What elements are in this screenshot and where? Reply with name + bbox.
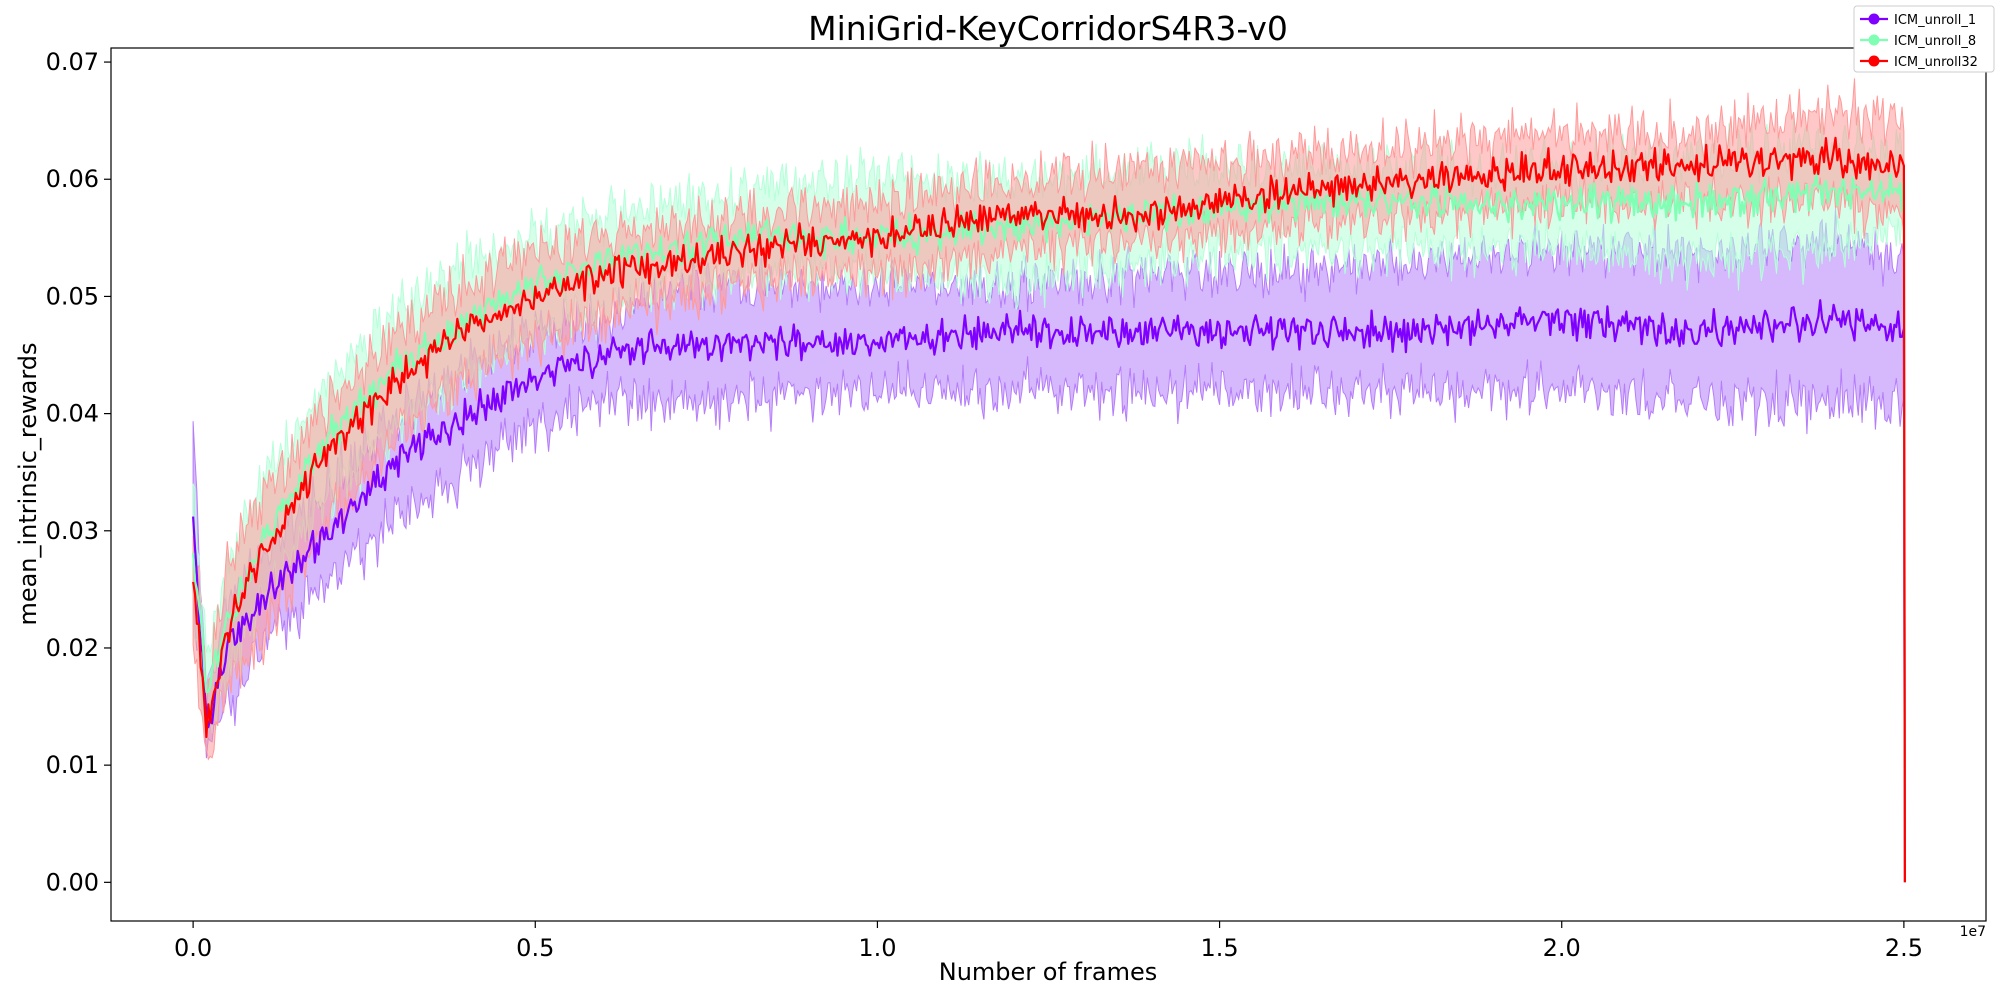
- legend-label: ICM_unroll_1: [1894, 13, 1976, 28]
- legend-entry-ICM_unroll32[interactable]: ICM_unroll32: [1860, 55, 1978, 70]
- legend-label: ICM_unroll32: [1894, 55, 1978, 70]
- x-tick-label: 0.0: [174, 934, 212, 962]
- legend-marker: [1868, 13, 1880, 25]
- x-axis-ticks: 0.0 0.5 1.0 1.5 2.0 2.5: [174, 921, 1923, 962]
- y-tick-label: 0.01: [46, 751, 99, 779]
- y-axis-ticks: 0.00 0.01 0.02 0.03 0.04 0.05 0.06 0.07: [46, 48, 111, 896]
- legend-marker: [1868, 55, 1880, 67]
- x-tick-label: 2.0: [1543, 934, 1581, 962]
- x-axis-offset-label: 1e7: [1960, 924, 1986, 940]
- x-tick-label: 0.5: [516, 934, 554, 962]
- x-tick-label: 1.5: [1200, 934, 1238, 962]
- y-tick-label: 0.03: [46, 517, 99, 545]
- chart-title: MiniGrid-KeyCorridorS4R3-v0: [808, 9, 1288, 48]
- plot-area: [110, 47, 1987, 922]
- legend-marker: [1868, 34, 1880, 46]
- y-tick-label: 0.04: [46, 400, 99, 428]
- legend-label: ICM_unroll_8: [1894, 34, 1976, 49]
- line-ICM_unroll32: [192, 136, 1906, 883]
- plot-frame: [110, 47, 1987, 922]
- y-tick-label: 0.00: [46, 868, 99, 896]
- legend: ICM_unroll_1 ICM_unroll_8 ICM_unroll32: [1853, 5, 1995, 73]
- y-tick-label: 0.05: [46, 282, 99, 310]
- legend-entry-ICM_unroll_1[interactable]: ICM_unroll_1: [1860, 13, 1976, 28]
- line-ICM_unroll_1: [192, 299, 1906, 883]
- x-tick-label: 1.0: [858, 934, 896, 962]
- y-tick-label: 0.07: [46, 48, 99, 76]
- y-axis-title: mean_intrinsic_rewards: [14, 342, 42, 625]
- line-ICM_unroll_8: [192, 173, 1906, 883]
- x-axis-title: Number of frames: [939, 958, 1157, 986]
- y-tick-label: 0.02: [46, 634, 99, 662]
- series-lines: [192, 136, 1906, 883]
- legend-box: [1853, 5, 1995, 73]
- x-tick-label: 2.5: [1885, 934, 1923, 962]
- y-tick-label: 0.06: [46, 165, 99, 193]
- legend-entry-ICM_unroll_8[interactable]: ICM_unroll_8: [1860, 34, 1976, 49]
